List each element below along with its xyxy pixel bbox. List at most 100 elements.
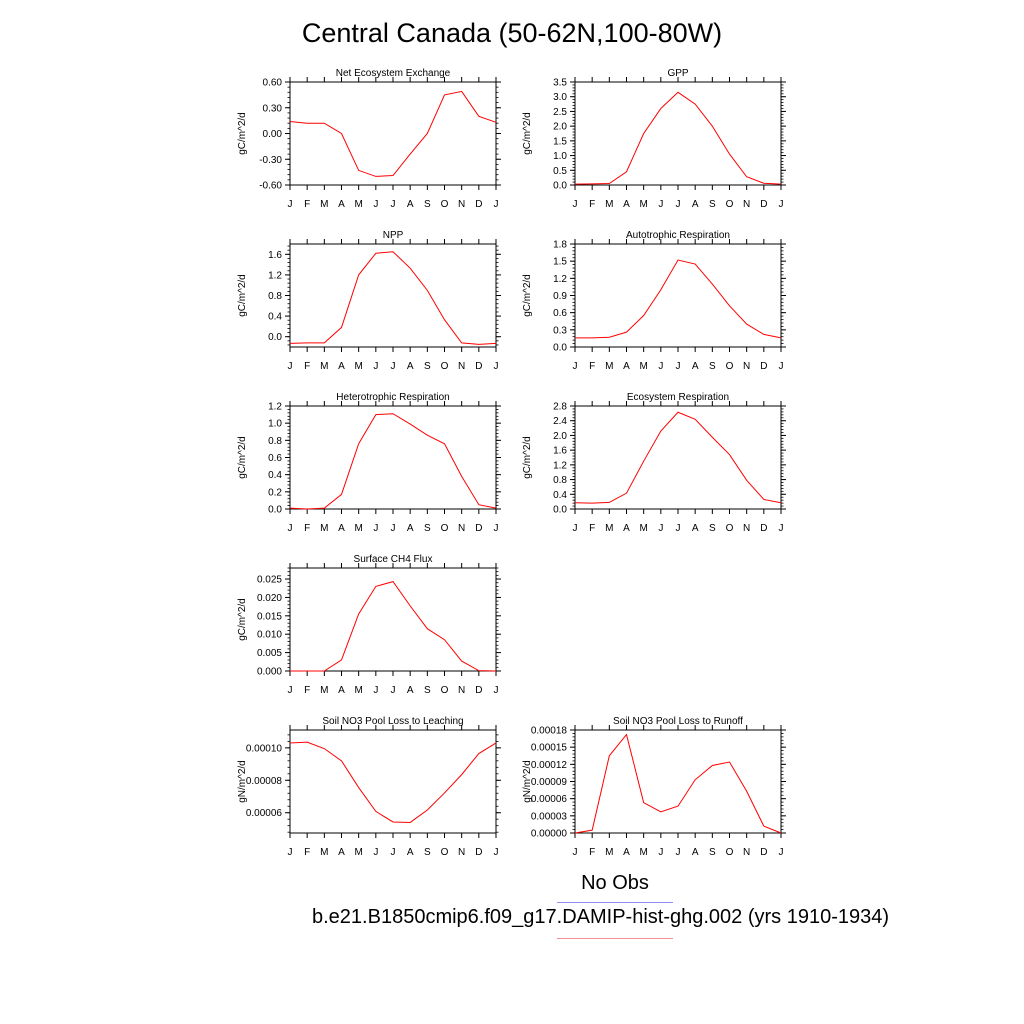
panel-title: Soil NO3 Pool Loss to Leaching — [322, 716, 463, 727]
x-tick-label: M — [354, 361, 362, 372]
y-tick-label: 0.4 — [268, 470, 282, 481]
y-tick-label: 0.9 — [553, 291, 567, 302]
y-tick-label: 0.0 — [553, 181, 567, 192]
x-tick-label: S — [709, 199, 716, 210]
panel-4: Heterotrophic Respiration gC/m^2/d 1.2 1.0 0… — [237, 392, 501, 534]
legend-model-label: b.e21.B1850cmip6.f09_g17.DAMIP-hist-ghg.… — [312, 906, 890, 928]
x-tick-label: J — [779, 847, 784, 858]
x-tick-label: N — [458, 523, 465, 534]
panel-ylabel: gC/m^2/d — [237, 436, 248, 479]
x-tick-label: M — [320, 685, 328, 696]
x-tick-label: O — [441, 685, 449, 696]
x-tick-label: J — [779, 199, 784, 210]
x-tick-label: A — [338, 199, 345, 210]
y-tick-label: 1.5 — [553, 257, 567, 268]
y-tick-label: 0.00006 — [246, 808, 283, 819]
y-tick-label: 1.5 — [553, 136, 567, 147]
x-tick-label: M — [320, 847, 328, 858]
x-tick-label: F — [589, 199, 595, 210]
x-tick-label: A — [338, 523, 345, 534]
y-tick-label: 0.0 — [553, 505, 567, 516]
x-tick-label: J — [494, 199, 499, 210]
x-tick-label: D — [760, 361, 767, 372]
x-tick-label: S — [709, 361, 716, 372]
x-tick-label: O — [726, 523, 734, 534]
y-tick-label: 0.00006 — [531, 794, 568, 805]
x-tick-label: O — [441, 523, 449, 534]
panel-frame — [289, 405, 497, 510]
y-tick-label: 0.020 — [257, 593, 282, 604]
x-tick-label: S — [424, 523, 431, 534]
x-tick-label: D — [475, 199, 482, 210]
x-tick-label: N — [458, 361, 465, 372]
y-tick-label: 0.4 — [268, 312, 282, 323]
y-tick-label: 0.00015 — [531, 743, 568, 754]
x-tick-label: J — [373, 685, 378, 696]
x-tick-label: J — [391, 685, 396, 696]
y-tick-label: 1.2 — [268, 402, 282, 413]
legend-obs-label: No Obs — [581, 872, 649, 894]
panel-7: Soil NO3 Pool Loss to Leaching gN/m^2/d 0.… — [237, 716, 501, 858]
panel-ylabel: gC/m^2/d — [237, 598, 248, 641]
panel-frame — [289, 729, 497, 834]
y-tick-label: 0.6 — [268, 453, 282, 464]
series-line — [289, 413, 497, 510]
x-tick-label: D — [475, 847, 482, 858]
y-tick-label: 0.5 — [553, 166, 567, 177]
y-tick-label: 0.00010 — [246, 743, 283, 754]
y-tick-label: 0.2 — [268, 487, 282, 498]
y-tick-label: 0.015 — [257, 611, 282, 622]
y-tick-label: 1.8 — [553, 240, 567, 251]
legend-obs-line — [557, 902, 673, 903]
x-tick-label: J — [391, 523, 396, 534]
x-tick-label: J — [658, 199, 663, 210]
x-tick-label: J — [288, 361, 293, 372]
x-tick-label: M — [320, 523, 328, 534]
x-tick-label: A — [407, 199, 414, 210]
legend-model-line — [557, 938, 673, 939]
y-tick-label: -0.60 — [259, 181, 282, 192]
x-tick-label: A — [407, 847, 414, 858]
y-tick-label: 1.2 — [268, 270, 282, 281]
x-tick-label: J — [288, 199, 293, 210]
y-tick-label: 0.025 — [257, 575, 282, 586]
panel-5: Ecosystem Respiration gC/m^2/d 2.8 2.4 2.0 1.… — [522, 392, 786, 534]
y-tick-label: 0.00000 — [531, 829, 568, 840]
panel-ylabel: gC/m^2/d — [522, 436, 533, 479]
y-tick-label: 0.00009 — [531, 777, 568, 788]
x-tick-label: O — [726, 361, 734, 372]
x-tick-label: J — [658, 361, 663, 372]
series-line — [575, 259, 782, 339]
x-tick-label: J — [391, 847, 396, 858]
panel-title: Heterotrophic Respiration — [336, 392, 449, 403]
panel-ylabel: gN/m^2/d — [237, 760, 248, 803]
x-tick-label: N — [743, 199, 750, 210]
x-tick-label: J — [676, 523, 681, 534]
x-tick-label: N — [743, 361, 750, 372]
x-tick-label: N — [458, 199, 465, 210]
y-tick-label: 0.3 — [553, 325, 567, 336]
x-tick-label: F — [589, 523, 595, 534]
y-tick-label: 0.60 — [263, 78, 283, 89]
panel-frame — [289, 243, 497, 348]
y-tick-label: 1.2 — [553, 460, 567, 471]
x-tick-label: M — [320, 199, 328, 210]
y-tick-label: 0.0 — [553, 343, 567, 354]
x-tick-label: N — [743, 523, 750, 534]
x-tick-label: J — [494, 361, 499, 372]
x-tick-label: A — [407, 685, 414, 696]
x-tick-label: J — [373, 847, 378, 858]
y-tick-label: 0.005 — [257, 648, 282, 659]
x-tick-label: J — [373, 361, 378, 372]
x-tick-label: A — [338, 361, 345, 372]
x-tick-label: N — [458, 685, 465, 696]
y-tick-label: 1.6 — [553, 446, 567, 457]
panel-0: Net Ecosystem Exchange gC/m^2/d 0.60 0.30 0.… — [237, 68, 501, 210]
panel-title: GPP — [667, 68, 688, 79]
x-tick-label: M — [354, 847, 362, 858]
series-line — [289, 251, 497, 345]
x-tick-label: A — [692, 523, 699, 534]
x-tick-label: S — [709, 523, 716, 534]
panel-title: Soil NO3 Pool Loss to Runoff — [613, 716, 743, 727]
